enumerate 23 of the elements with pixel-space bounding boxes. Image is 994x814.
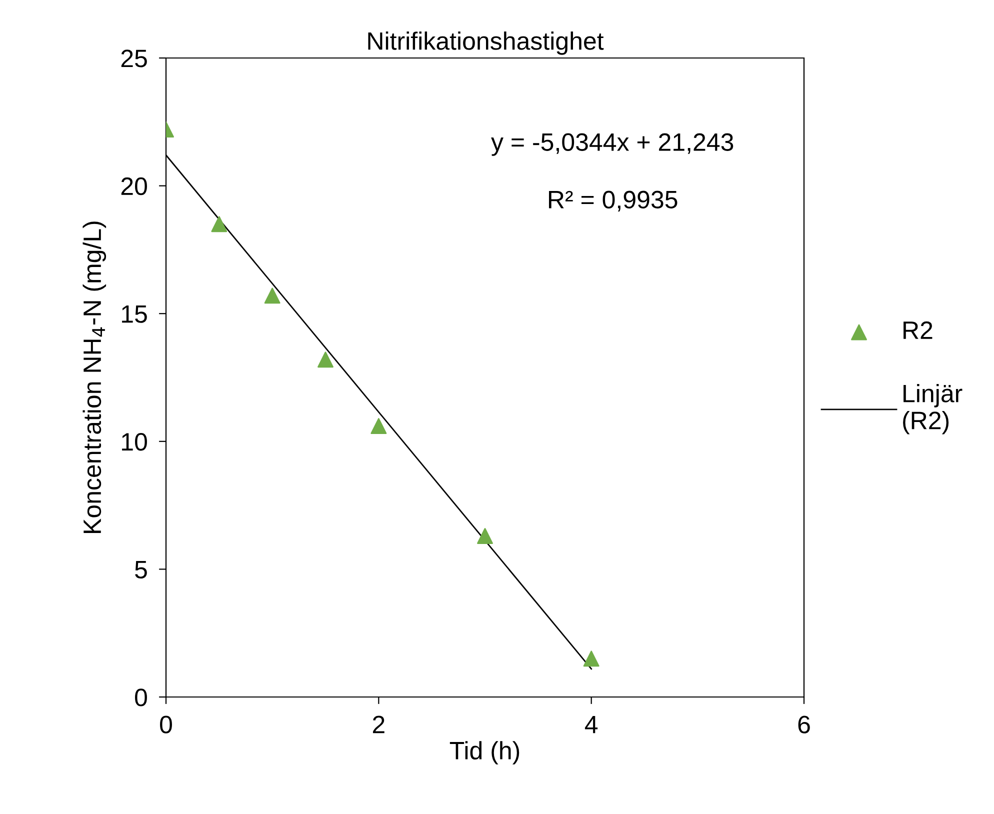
- x-tick-label: 6: [798, 716, 810, 734]
- y-tick-label: 10: [122, 433, 147, 451]
- point: [477, 528, 493, 544]
- y-tick-label: 20: [121, 177, 147, 196]
- y-axis-title: Koncentration NH$_{4}$-N (mg/L): [82, 222, 106, 533]
- legend-label: Linjär (R2): [903, 384, 962, 434]
- point: [318, 352, 334, 368]
- y-tick-label: 5: [135, 561, 147, 579]
- point: [211, 216, 228, 232]
- x-tick-label: 2: [372, 716, 384, 734]
- annotation: y = -5,0344x + 21,243: [491, 133, 734, 156]
- x-axis-title: Tid (h): [450, 741, 520, 764]
- x-tick-label: 4: [584, 716, 598, 734]
- point: [583, 650, 600, 667]
- x-tick-label: 0: [160, 716, 172, 734]
- y-tick-label: 25: [121, 50, 147, 68]
- y-tick-label: 0: [135, 688, 147, 706]
- point: [264, 288, 280, 304]
- point: [370, 418, 387, 434]
- legend-label: R2: [904, 321, 932, 339]
- annotation: R² = 0,9935: [548, 190, 678, 212]
- y-tick-label: 15: [122, 305, 147, 323]
- chart-title: Nitrifikationshastighet: [368, 32, 604, 55]
